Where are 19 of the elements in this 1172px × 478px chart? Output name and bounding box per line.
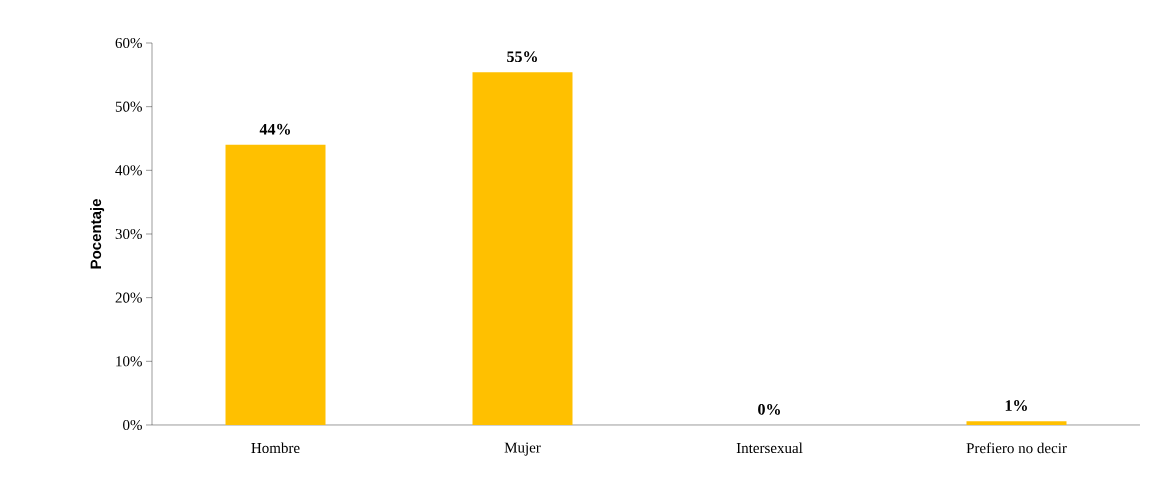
data-label: 1% [1005,400,1027,411]
bar [225,144,326,425]
y-tick-label: 40% [115,165,142,176]
y-tick-label: 60% [115,37,142,49]
bar [966,421,1067,425]
y-tick-label: 20% [115,292,142,303]
x-tick-label: Prefiero no decir [966,442,1067,454]
y-tick-label: 50% [115,101,142,112]
data-label: 0% [758,403,780,415]
y-tick-label: 10% [116,356,142,367]
x-tick-label: Mujer [504,442,541,456]
y-tick-label: 0% [123,419,142,431]
y-tick-label: 30% [115,228,142,240]
bar [472,72,573,425]
data-label: 55% [507,51,537,63]
x-tick-label: Intersexual [736,442,803,454]
y-axis-title: Pocentaje [90,199,105,269]
data-label: 44% [259,123,290,135]
x-tick-label: Hombre [251,442,300,454]
